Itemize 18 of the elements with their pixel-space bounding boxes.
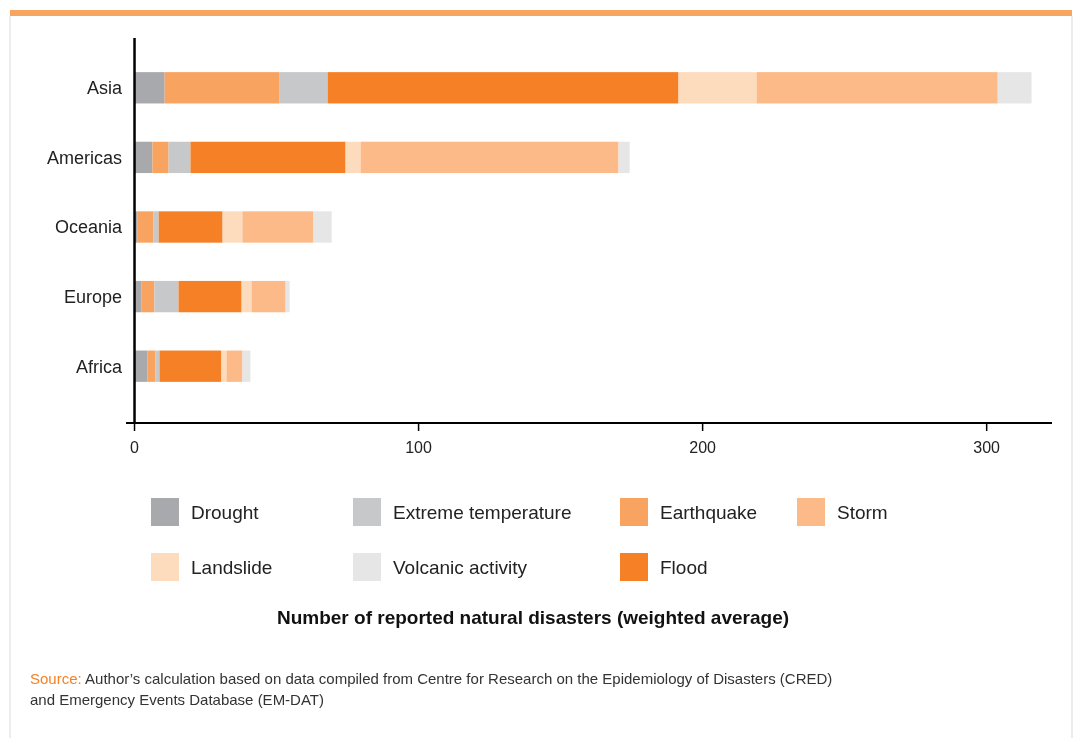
x-tick-label: 100 [405, 439, 433, 456]
y-tick-label: Oceania [54, 217, 123, 238]
y-tick-label: Africa [75, 356, 123, 377]
x-tick-label: 0 [130, 439, 140, 456]
legend-label: Volcanic activity [393, 556, 528, 578]
legend-label: Landslide [191, 556, 273, 578]
text: Number of reported natural disasters (weighted average) [276, 607, 790, 628]
y-tick-label: Europe [63, 286, 122, 307]
legend-label: Drought [191, 501, 260, 523]
x-tick-label: 200 [689, 439, 717, 456]
y-tick-label: Americas [46, 147, 122, 168]
x-tick-label: 300 [973, 439, 1001, 456]
legend-label: Storm [837, 501, 888, 523]
legend-label: Extreme temperature [393, 501, 572, 523]
source-note: Source: Author’s calculation based on data compiled from Centre for Research on the Epidemiology of Disasters (CRED) and Emergency Events Database (EM-DAT) [30, 670, 833, 708]
legend-label: Earthquake [660, 501, 758, 523]
y-tick-label: Asia [86, 78, 123, 99]
legend-label: Flood [660, 556, 708, 578]
